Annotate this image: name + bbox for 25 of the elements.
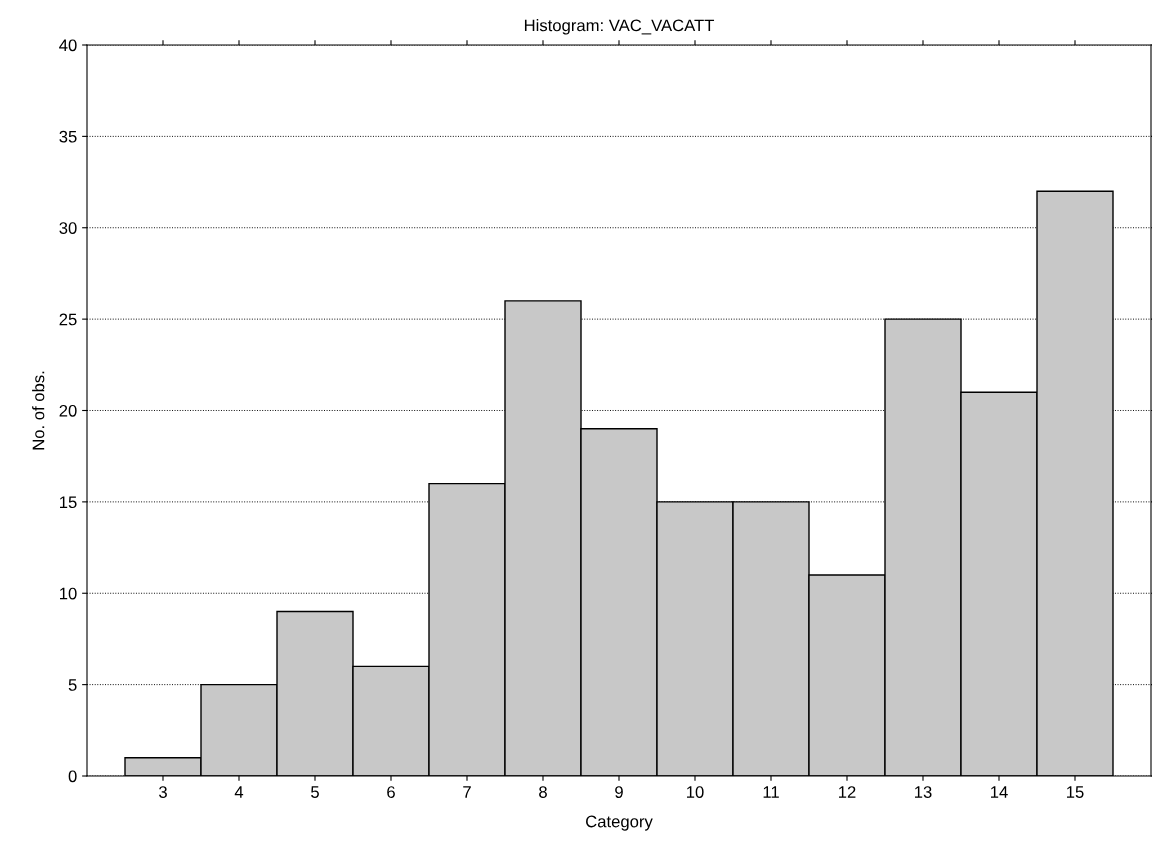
y-tick-label: 5 (68, 679, 77, 691)
x-tick-label: 15 (1067, 786, 1084, 798)
x-tick-label: 7 (463, 786, 471, 798)
y-tick-label: 25 (59, 313, 77, 326)
x-tick-label: 11 (763, 786, 779, 798)
x-tick-label: 12 (839, 786, 856, 798)
x-tick-label: 10 (687, 786, 704, 798)
x-tick-label: 4 (234, 786, 244, 798)
y-tick-label: 15 (60, 496, 77, 509)
x-tick-label: 9 (615, 786, 623, 798)
x-tick-label: 6 (387, 786, 395, 798)
x-tick-label: 13 (915, 786, 932, 798)
y-tick-label: 20 (59, 404, 77, 417)
chart-title: Histogram: VAC_VACATT (524, 19, 715, 35)
y-axis-title: No. of obs. (32, 371, 45, 450)
x-tick-label: 8 (539, 786, 547, 798)
y-tick-label: 10 (60, 587, 77, 600)
x-tick-label: 14 (991, 786, 1008, 798)
x-tick-label: 5 (311, 786, 319, 798)
y-tick-label: 0 (68, 770, 77, 783)
y-tick-label: 40 (59, 39, 77, 52)
y-tick-label: 30 (59, 222, 77, 234)
x-tick-label: 3 (159, 786, 167, 798)
x-axis-title: Category (586, 815, 653, 831)
y-tick-label: 35 (59, 130, 77, 143)
